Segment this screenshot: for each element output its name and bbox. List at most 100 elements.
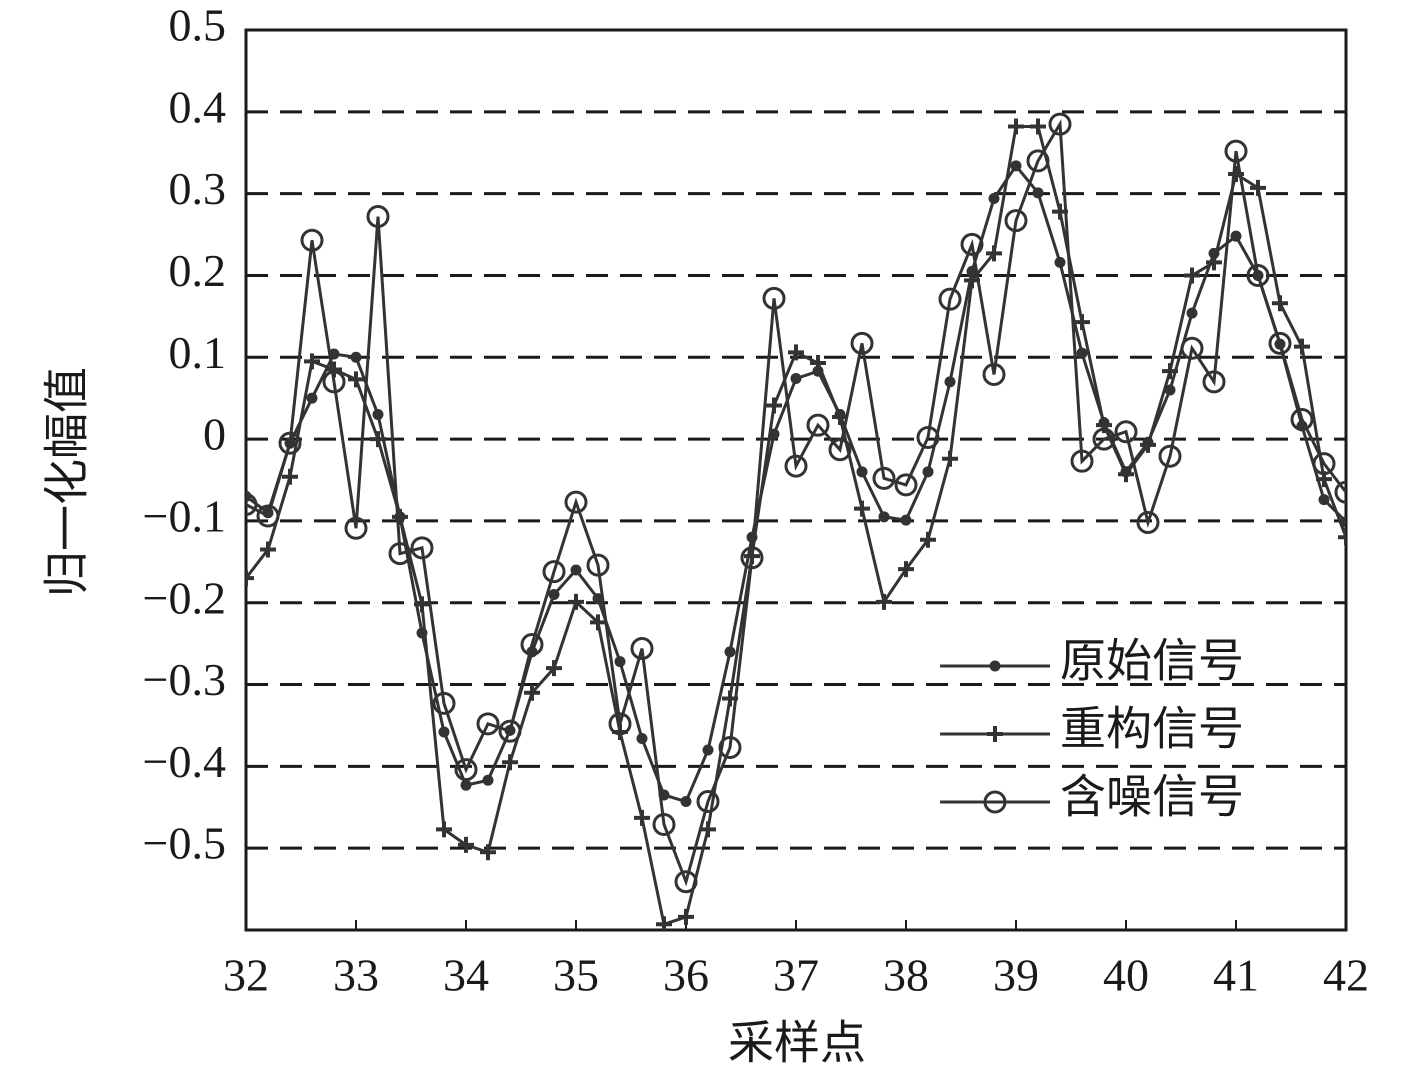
y-tick-label: 0.3 [169,163,227,214]
point [614,656,626,668]
x-tick-label: 38 [883,950,929,1001]
legend-label: 重构信号 [1060,704,1244,755]
x-tick-label: 39 [993,950,1039,1001]
series-line [246,119,1346,887]
point [678,908,694,925]
point [370,431,386,448]
point [1318,494,1330,506]
plot-area [246,112,1346,930]
point [788,344,804,361]
point [306,392,318,404]
point [1230,230,1242,242]
point [498,719,522,743]
point [1250,179,1266,196]
point [586,553,610,577]
point [568,593,584,610]
point [938,287,962,311]
point [960,232,984,256]
point [1030,118,1046,135]
y-tick-label: −0.5 [143,818,226,869]
point [458,836,474,853]
point [436,821,452,838]
point [1206,254,1222,271]
point [1272,295,1288,312]
legend-marker [983,790,1007,814]
y-tick-label: 0 [203,409,226,460]
point [810,355,826,371]
point [656,916,672,930]
point [608,712,632,736]
point [1048,112,1072,136]
point [350,351,362,363]
point [916,425,940,449]
point [460,779,472,791]
x-tick-label: 37 [773,950,819,1001]
point [894,473,918,497]
point [592,593,604,605]
point [1294,338,1310,355]
point [1268,331,1292,355]
point [502,754,518,771]
point [1004,209,1028,233]
point [282,468,298,485]
point [700,821,716,838]
point [304,353,320,370]
y-tick-label: 0.2 [169,245,227,296]
legend-label: 原始信号 [1060,636,1244,687]
point [1140,436,1156,453]
point [570,564,582,576]
point [546,660,562,677]
point [590,614,606,631]
point [702,744,714,756]
point [1162,363,1178,380]
point [410,536,434,560]
point [680,796,692,808]
point [1202,370,1226,394]
point [1312,452,1336,476]
point [348,371,364,388]
point [1290,407,1314,431]
x-tick-label: 34 [443,950,489,1001]
point [480,844,496,861]
x-axis-label: 采样点 [728,1018,866,1069]
point [344,516,368,540]
point [1118,466,1134,483]
point [1026,149,1050,173]
point [256,504,280,528]
point [942,450,958,467]
point [920,531,936,548]
point [634,809,650,826]
point [1164,384,1176,396]
point [246,493,258,517]
point [944,376,956,388]
point [1334,480,1346,504]
y-tick-label: 0.4 [169,81,227,132]
point [1224,139,1248,163]
x-tick-label: 41 [1213,950,1259,1001]
x-tick-label: 32 [223,950,269,1001]
point [674,870,698,894]
point [828,438,852,462]
point [366,205,390,229]
legend-marker [989,660,1001,672]
point [986,245,1002,262]
point [1008,118,1024,135]
point [652,812,676,836]
point [1010,160,1022,172]
point [454,758,478,782]
point [876,593,892,610]
point [790,373,802,385]
point [564,490,588,514]
y-tick-label: −0.1 [143,490,226,541]
x-tick-label: 36 [663,950,709,1001]
point [322,370,346,394]
point [898,561,914,578]
x-tick-label: 40 [1103,950,1149,1001]
y-axis-label: 归一化幅值 [42,367,93,597]
point [1054,256,1066,268]
point [878,511,890,523]
point [246,570,254,587]
point [740,546,764,570]
